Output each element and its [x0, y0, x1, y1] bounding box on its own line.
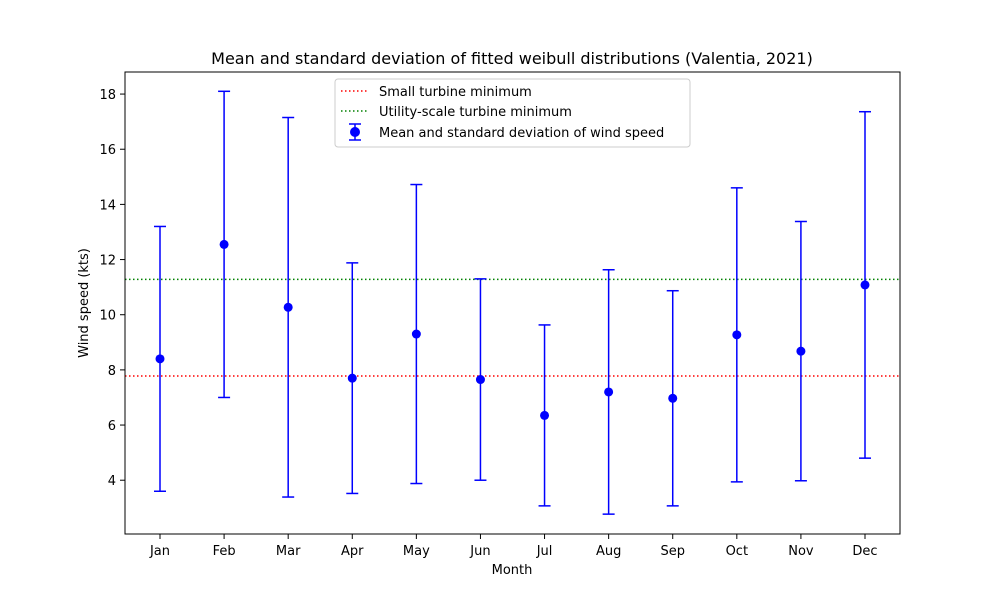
legend-swatch-errorbar [349, 123, 361, 141]
y-axis: 4 6 8 10 12 14 16 18 [99, 88, 125, 489]
mean-point-sep [668, 393, 678, 403]
plot-area-frame [124, 71, 901, 535]
x-tick-label: Apr [341, 544, 364, 559]
mean-point-apr [347, 373, 357, 383]
y-tick-label: 10 [99, 309, 116, 324]
legend-label-small-turbine: Small turbine minimum [379, 85, 532, 100]
reference-lines [125, 278, 900, 377]
mean-point-aug [604, 387, 614, 397]
x-tick-label: Jan [149, 544, 170, 559]
x-axis-title: Month [492, 563, 533, 578]
x-tick-label: Jul [536, 544, 553, 559]
mean-point-jan [155, 354, 165, 364]
mean-point-feb [219, 239, 229, 249]
y-tick-label: 14 [99, 198, 116, 213]
x-tick-label: May [403, 544, 430, 559]
x-tick-label: Oct [726, 544, 748, 559]
mean-point-jun [475, 375, 485, 385]
y-axis-title: Wind speed (kts) [77, 248, 92, 358]
mean-point-dec [860, 280, 870, 290]
legend-label-utility-turbine: Utility-scale turbine minimum [379, 105, 572, 120]
chart-title: Mean and standard deviation of fitted we… [211, 49, 813, 68]
legend: Small turbine minimum Utility-scale turb… [334, 78, 691, 148]
mean-point-jul [540, 410, 550, 420]
x-tick-label: Feb [213, 544, 236, 559]
x-axis: Jan Feb Mar Apr May Jun Jul Aug Sep Oct Nov Dec [149, 534, 878, 559]
y-tick-label: 18 [99, 88, 116, 103]
y-tick-label: 4 [108, 474, 116, 489]
y-tick-label: 12 [99, 254, 116, 269]
mean-point-mar [283, 302, 293, 312]
error-bars [154, 90, 871, 515]
x-tick-label: Dec [852, 544, 877, 559]
mean-point-nov [796, 346, 806, 356]
x-tick-label: Sep [660, 544, 685, 559]
x-tick-label: Jun [469, 544, 490, 559]
mean-point-oct [732, 330, 742, 340]
legend-box [334, 78, 691, 148]
y-tick-label: 8 [108, 364, 116, 379]
x-tick-label: Mar [276, 544, 301, 559]
x-tick-label: Aug [596, 544, 621, 559]
y-tick-label: 6 [108, 419, 116, 434]
x-tick-label: Nov [788, 544, 814, 559]
mean-point-may [411, 329, 421, 339]
legend-label-errorbar: Mean and standard deviation of wind spee… [379, 126, 664, 141]
y-tick-label: 16 [99, 143, 116, 158]
data-points [155, 239, 870, 420]
